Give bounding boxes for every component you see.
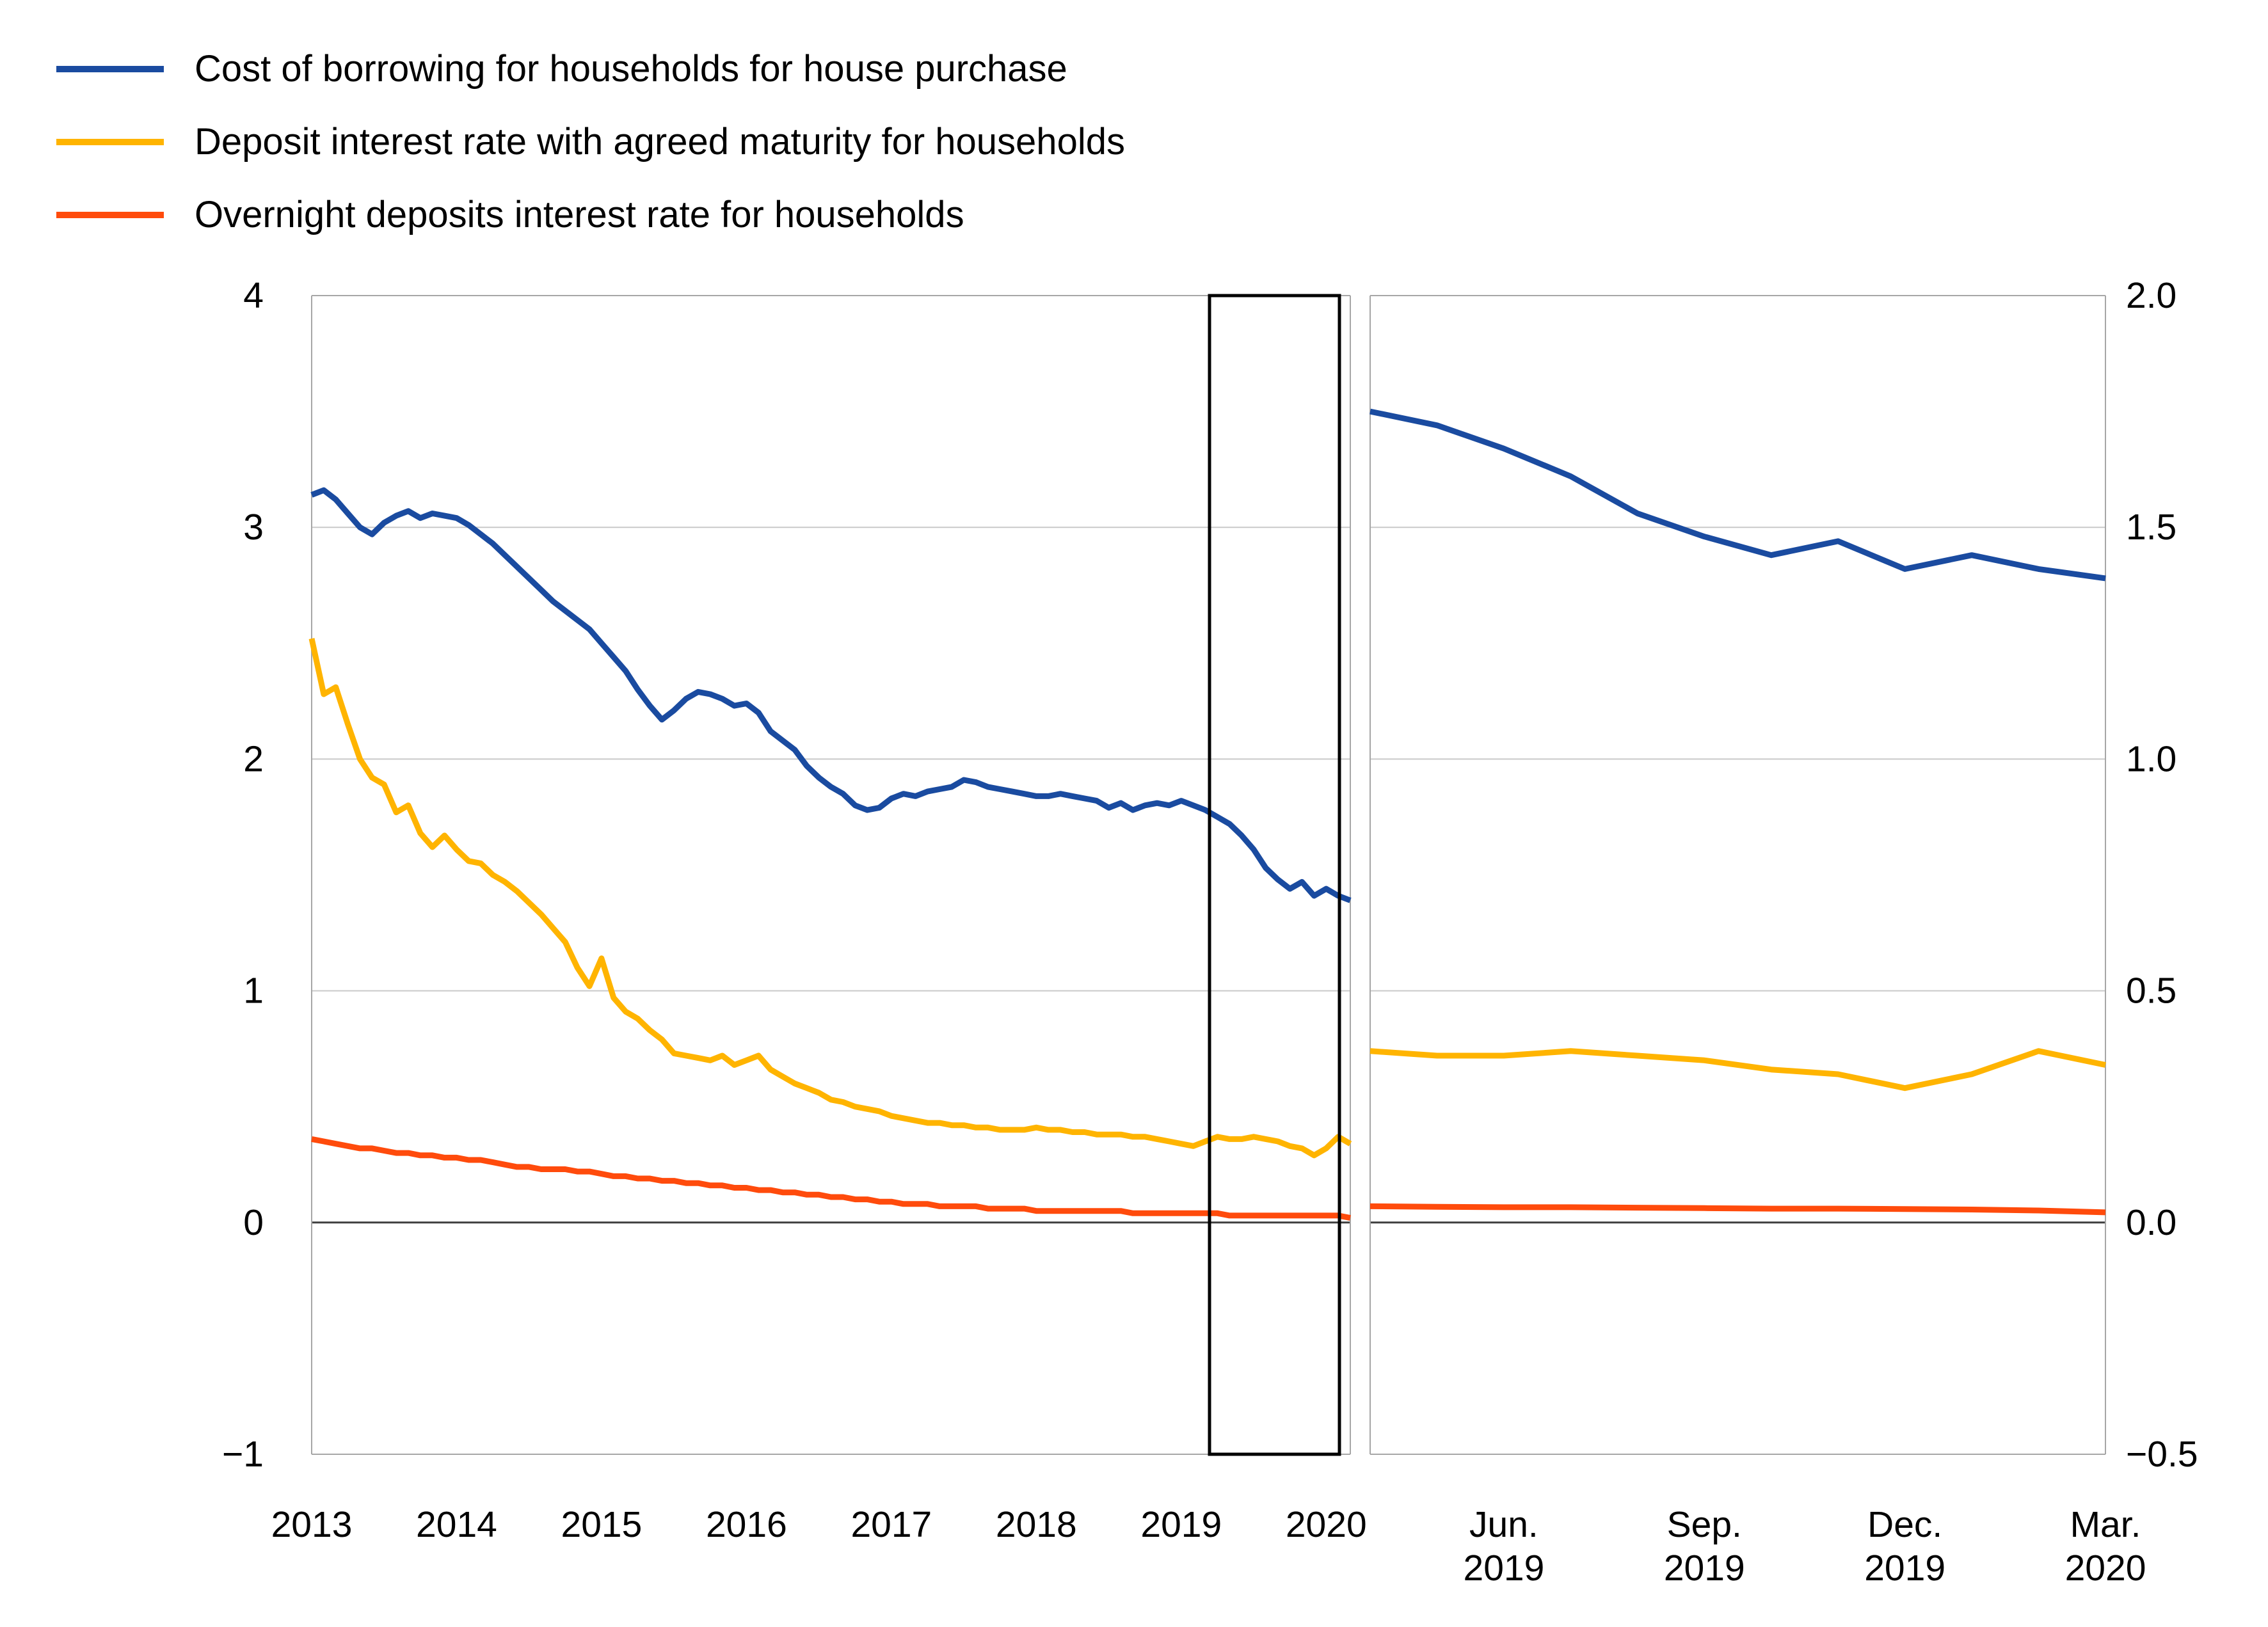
x-axis-tick-label-month: Sep. [1667,1504,1742,1545]
legend-item-overnight-deposits: Overnight deposits interest rate for hou… [56,183,1125,247]
x-axis-tick-label-month: Jun. [1469,1504,1538,1545]
y-axis-tick-label: −0.5 [2126,1434,2198,1475]
series-line [1370,408,2106,582]
legend-item-cost-of-borrowing: Cost of borrowing for households for hou… [56,37,1125,101]
y-axis-tick-label: −1 [222,1434,264,1475]
x-axis-tick-label: 2015 [561,1504,643,1545]
x-axis-tick-label-year: 2019 [1664,1548,1745,1589]
y-axis-tick-label: 0.5 [2126,971,2176,1012]
legend-line-swatch-red-icon [56,212,164,218]
y-axis-tick-label: 1 [243,971,264,1012]
x-axis-tick-label: 2016 [706,1504,787,1545]
legend-line-swatch-yellow-icon [56,139,164,145]
x-axis-tick-label-month: Dec. [1867,1504,1942,1545]
x-axis-tick-label: 2017 [850,1504,932,1545]
y-axis-tick-label: 4 [243,275,264,316]
legend-label: Overnight deposits interest rate for hou… [195,194,964,236]
y-axis-tick-label: 0 [243,1202,264,1243]
x-axis-tick-label: 2014 [416,1504,497,1545]
legend-item-deposit-agreed-maturity: Deposit interest rate with agreed maturi… [56,110,1125,174]
x-axis-tick-label-month: Mar. [2070,1504,2141,1545]
legend: Cost of borrowing for households for hou… [56,37,1125,256]
y-axis-tick-label: 0.0 [2126,1202,2176,1243]
y-axis-tick-label: 1.0 [2126,738,2176,779]
series-line [311,1136,1351,1221]
y-axis-tick-label: 1.5 [2126,507,2176,548]
chart-panel-right: 2.01.51.00.50.0−0.5Jun.2019Sep.2019Dec.2… [1370,275,2198,1589]
x-axis-tick-label-year: 2019 [1464,1548,1545,1589]
legend-label: Deposit interest rate with agreed maturi… [195,121,1125,163]
legend-label: Cost of borrowing for households for hou… [195,48,1067,90]
x-axis-tick-label-year: 2020 [2065,1548,2146,1589]
series-line [1370,1048,2106,1091]
x-axis-tick-label: 2018 [996,1504,1077,1545]
y-axis-tick-label: 2.0 [2126,275,2176,316]
series-line [310,487,1352,903]
x-axis-tick-label: 2019 [1140,1504,1222,1545]
x-axis-tick-label: 2013 [271,1504,353,1545]
y-axis-tick-label: 2 [243,738,264,779]
highlight-box [1208,294,1341,1456]
x-axis-tick-label-year: 2019 [1864,1548,1945,1589]
y-axis-tick-label: 3 [243,507,264,548]
x-axis-tick-label: 2020 [1286,1504,1367,1545]
legend-line-swatch-blue-icon [56,66,164,72]
series-line [1370,1203,2106,1216]
series-line [308,638,1352,1159]
